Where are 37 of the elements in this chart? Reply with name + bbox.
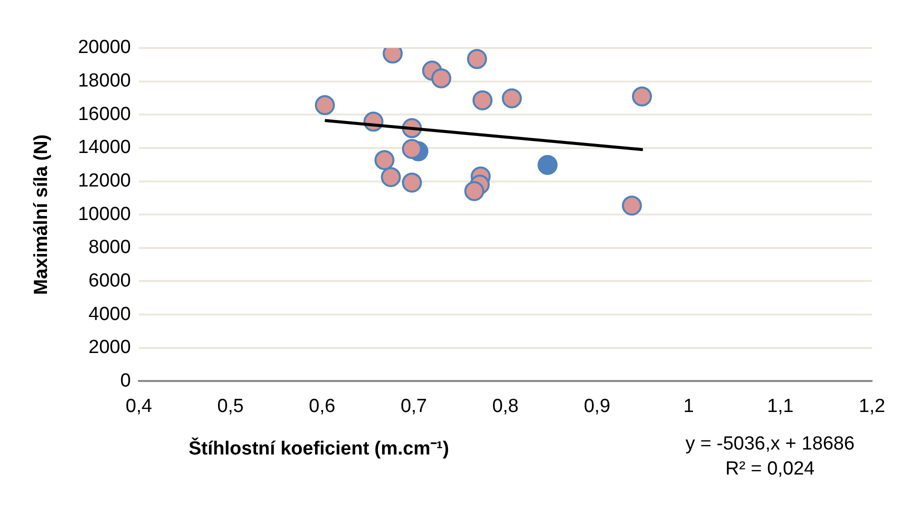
point	[622, 196, 642, 216]
x-tick-label: 0,9	[584, 396, 610, 417]
x-tick-label: 0,4	[126, 396, 152, 417]
point	[472, 90, 493, 110]
y-tick-label: 16000	[78, 104, 131, 125]
y-tick-label: 20000	[78, 37, 131, 58]
y-tick-label: 18000	[78, 70, 131, 92]
y-axis-title: Maximální síla (N)	[31, 134, 52, 295]
text: y = -5036,x + 18686	[685, 433, 855, 454]
point	[314, 95, 335, 116]
x-axis-title: Štíhlostní koeficient (m.cm⁻¹)	[188, 436, 450, 460]
y-tick-label: 12000	[78, 170, 131, 192]
y-tick-label: 6000	[88, 270, 131, 292]
x-tick-label: 1,1	[767, 396, 794, 417]
point	[431, 68, 452, 88]
point	[380, 167, 401, 188]
y-tick-label: 2000	[88, 337, 131, 358]
point	[464, 181, 484, 202]
point	[402, 172, 422, 193]
point	[467, 48, 488, 69]
y-tick-label: 10000	[78, 204, 131, 225]
y-tick-label: 8000	[88, 237, 131, 258]
x-tick-label: 0,8	[492, 396, 519, 417]
y-tick-label: 4000	[88, 304, 131, 325]
point	[402, 138, 422, 159]
point	[632, 86, 652, 106]
x-tick-label: 0,7	[400, 396, 427, 417]
point	[538, 154, 558, 175]
x-tick-label: 1	[683, 396, 694, 417]
x-tick-label: 0,6	[308, 396, 336, 417]
point	[374, 150, 394, 170]
y-tick-label: 0	[120, 370, 131, 392]
point	[502, 88, 522, 108]
x-tick-label: 0,5	[217, 396, 244, 417]
x-tick-label: 1,2	[858, 396, 886, 417]
text: R² = 0,024	[725, 458, 816, 480]
y-tick-label: 14000	[78, 137, 131, 158]
